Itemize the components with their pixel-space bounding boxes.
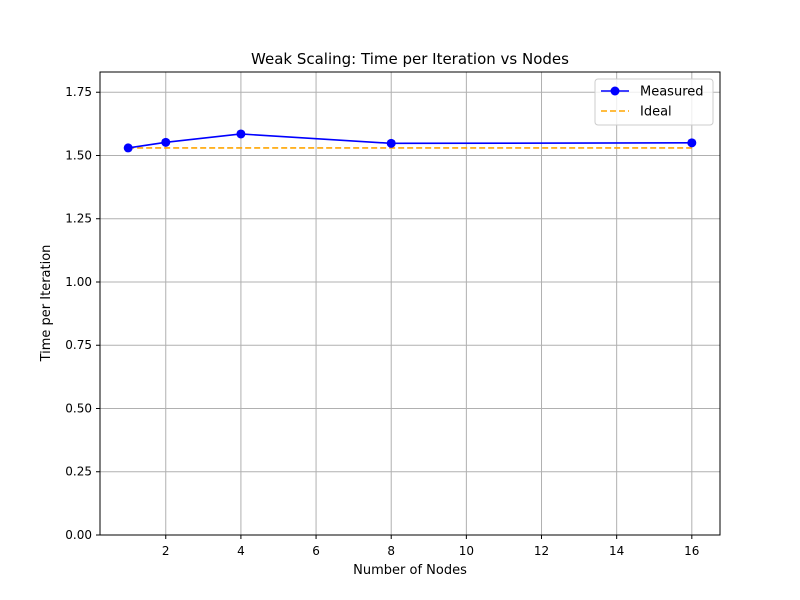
x-axis: 2 4 6 8 10 12 14 16: [162, 535, 699, 558]
y-tick-label: 0.25: [65, 465, 92, 479]
data-point-measured: [386, 138, 396, 148]
y-tick-label: 1.75: [65, 85, 92, 99]
y-tick-label: 0.00: [65, 528, 92, 542]
y-tick-label: 1.50: [65, 148, 92, 162]
x-tick-label: 2: [162, 544, 170, 558]
y-tick-label: 0.75: [65, 338, 92, 352]
y-tick-label: 0.50: [65, 401, 92, 415]
data-point-measured: [123, 143, 133, 153]
legend-label-ideal: Ideal: [640, 105, 672, 120]
plot-frame: [99, 71, 721, 536]
x-axis-label: Number of Nodes: [353, 563, 467, 578]
data-point-measured: [236, 129, 246, 139]
legend-label-measured: Measured: [640, 85, 704, 100]
y-tick-label: 1.00: [65, 275, 92, 289]
y-tick-label: 1.25: [65, 212, 92, 226]
x-tick-label: 16: [684, 544, 699, 558]
legend-marker-measured: [610, 86, 620, 96]
legend: Measured Ideal: [594, 78, 714, 126]
y-axis-label: Time per Iteration: [39, 245, 54, 363]
x-tick-label: 8: [387, 544, 395, 558]
x-tick-label: 14: [609, 544, 624, 558]
chart-title: Weak Scaling: Time per Iteration vs Node…: [251, 50, 569, 68]
data-point-measured: [161, 137, 171, 147]
x-tick-label: 10: [459, 544, 474, 558]
series-layer: [123, 129, 697, 153]
y-axis: 0.00 0.25 0.50 0.75 1.00 1.25 1.50 1.75: [65, 85, 100, 542]
x-tick-label: 6: [312, 544, 320, 558]
x-tick-label: 12: [534, 544, 549, 558]
data-point-measured: [687, 138, 697, 148]
x-tick-label: 4: [237, 544, 245, 558]
